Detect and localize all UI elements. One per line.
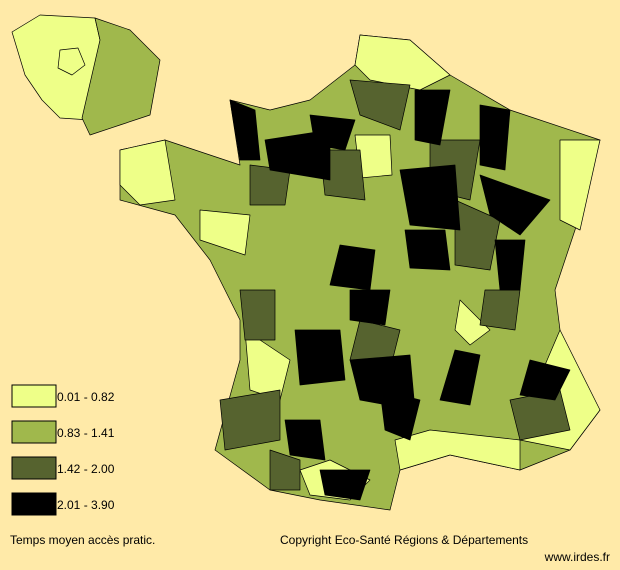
department xyxy=(349,289,391,326)
department xyxy=(379,389,421,441)
legend-swatch xyxy=(11,384,57,408)
department xyxy=(319,149,366,201)
department xyxy=(264,129,331,181)
department xyxy=(199,209,251,256)
department xyxy=(404,229,451,271)
legend: 0.01 - 0.82 0.83 - 1.41 1.42 - 2.00 2.01 - … xyxy=(11,384,115,516)
department xyxy=(119,139,176,206)
department xyxy=(414,89,451,146)
department xyxy=(454,299,491,346)
department xyxy=(454,199,501,271)
caption: Temps moyen accès pratic. xyxy=(10,533,155,547)
department xyxy=(399,164,461,231)
department xyxy=(309,114,356,151)
department xyxy=(319,469,371,501)
department xyxy=(479,104,511,171)
copyright: Copyright Eco-Santé Régions & Départemen… xyxy=(280,533,528,547)
legend-swatch xyxy=(11,456,57,480)
legend-label: 0.83 - 1.41 xyxy=(57,426,115,440)
legend-label: 1.42 - 2.00 xyxy=(57,462,115,476)
department xyxy=(81,17,161,136)
department xyxy=(439,349,481,406)
department xyxy=(479,289,521,331)
department xyxy=(229,99,261,161)
department xyxy=(519,359,571,401)
departments xyxy=(11,14,601,511)
department xyxy=(559,139,601,231)
department xyxy=(494,239,526,291)
legend-swatch xyxy=(11,420,57,444)
department xyxy=(57,47,86,76)
legend-label: 0.01 - 0.82 xyxy=(57,390,115,404)
department xyxy=(349,79,411,131)
legend-label: 2.01 - 3.90 xyxy=(57,498,115,512)
legend-swatch xyxy=(11,492,57,516)
department xyxy=(479,174,551,236)
department xyxy=(284,419,326,461)
url: www.irdes.fr xyxy=(544,550,610,564)
department xyxy=(269,449,301,491)
department xyxy=(294,329,346,386)
department xyxy=(239,289,276,341)
department xyxy=(219,389,281,451)
